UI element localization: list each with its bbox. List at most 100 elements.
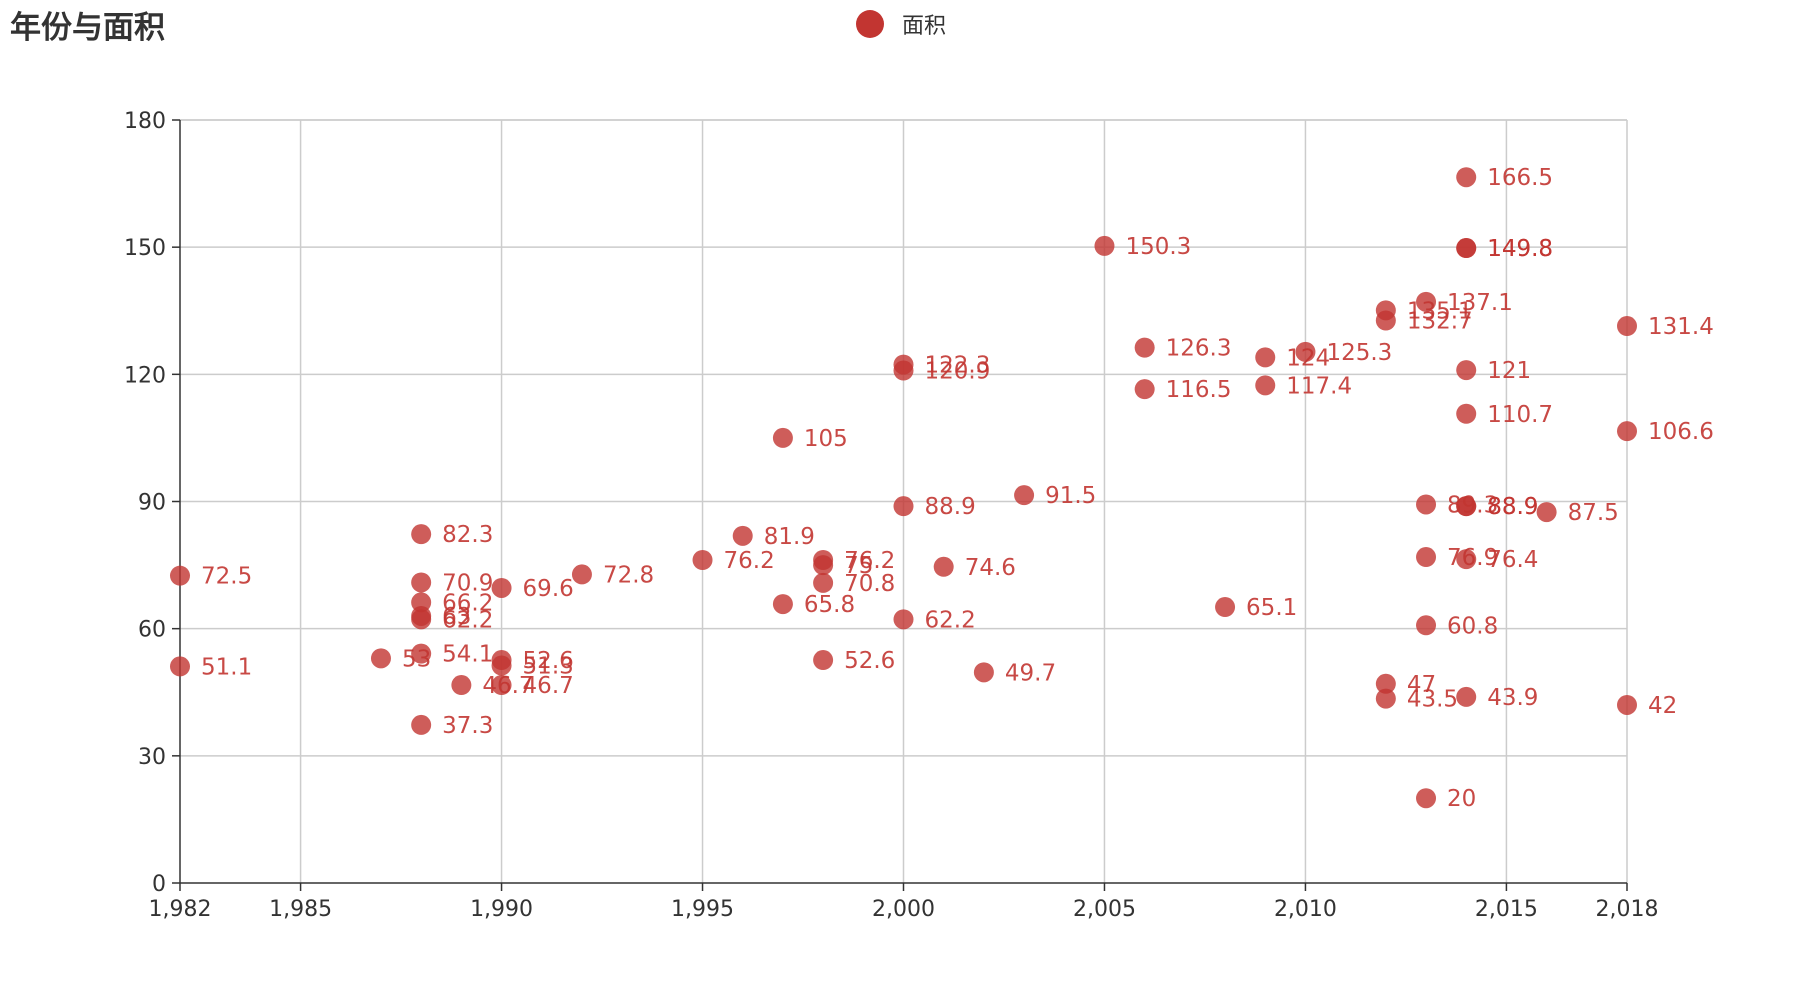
data-point[interactable]	[1134, 379, 1155, 400]
data-point[interactable]	[1416, 615, 1437, 636]
data-label: 47	[1407, 672, 1436, 698]
y-tick-label: 120	[124, 363, 166, 388]
x-tick-label: 2,010	[1274, 897, 1337, 922]
data-point[interactable]	[411, 572, 432, 593]
y-tick-label: 150	[124, 236, 166, 261]
data-point[interactable]	[1456, 549, 1477, 570]
data-point[interactable]	[1456, 238, 1477, 259]
data-point[interactable]	[772, 594, 793, 615]
data-label: 166.5	[1487, 165, 1553, 191]
data-label: 89.3	[1447, 492, 1498, 518]
data-point[interactable]	[411, 643, 432, 664]
data-point[interactable]	[1416, 547, 1437, 568]
data-label: 132.7	[1407, 308, 1473, 334]
data-point[interactable]	[772, 427, 793, 448]
data-point[interactable]	[813, 572, 834, 593]
x-tick-label: 1,995	[671, 897, 734, 922]
y-tick-label: 30	[138, 745, 166, 770]
data-label: 65.8	[804, 592, 855, 618]
data-point[interactable]	[411, 609, 432, 630]
legend-marker-icon	[856, 10, 884, 38]
x-tick-label: 1,982	[149, 897, 212, 922]
data-point[interactable]	[933, 556, 954, 577]
data-label: 51.3	[523, 654, 574, 680]
data-label: 121	[1487, 358, 1531, 384]
data-point[interactable]	[1416, 788, 1437, 809]
data-label: 54.1	[442, 642, 493, 668]
data-point[interactable]	[1456, 496, 1477, 517]
data-label: 150.3	[1125, 234, 1191, 260]
data-point[interactable]	[973, 662, 994, 683]
data-point[interactable]	[1375, 688, 1396, 709]
data-label: 88.9	[925, 494, 976, 520]
data-label: 81.9	[764, 524, 815, 550]
data-point[interactable]	[1456, 167, 1477, 188]
data-point[interactable]	[411, 524, 432, 545]
data-point[interactable]	[1456, 360, 1477, 381]
data-label: 63	[442, 604, 471, 630]
data-point[interactable]	[1215, 597, 1236, 618]
data-point[interactable]	[1375, 310, 1396, 331]
data-point[interactable]	[170, 656, 190, 677]
data-label: 69.6	[523, 576, 574, 602]
data-labels: 72.551.1 5382.370.966.26362.254.137.346.7…	[201, 165, 1714, 812]
data-point[interactable]	[1134, 337, 1155, 358]
data-label: 49.7	[1005, 660, 1056, 686]
data-label: 117.4	[1286, 373, 1352, 399]
data-point[interactable]	[1295, 341, 1316, 362]
data-point[interactable]	[411, 714, 432, 735]
data-point[interactable]	[170, 565, 190, 586]
data-point[interactable]	[893, 609, 914, 630]
data-point[interactable]	[692, 549, 713, 570]
legend[interactable]: 面积	[856, 8, 946, 40]
data-point[interactable]	[1536, 502, 1557, 523]
data-label: 76.2	[724, 548, 775, 574]
data-point[interactable]	[1456, 686, 1477, 707]
data-point[interactable]	[1617, 421, 1637, 442]
data-point[interactable]	[1255, 375, 1276, 396]
data-point[interactable]	[1456, 403, 1477, 424]
data-point[interactable]	[1416, 494, 1437, 515]
data-point[interactable]	[1014, 485, 1035, 506]
data-label: 66.2	[442, 590, 493, 616]
data-point[interactable]	[491, 655, 512, 676]
data-label: 149.8	[1487, 236, 1553, 262]
data-label: 76.4	[1487, 547, 1538, 573]
data-point[interactable]	[571, 564, 592, 585]
data-label: 46.7	[482, 673, 533, 699]
data-point[interactable]	[1375, 673, 1396, 694]
data-point[interactable]	[491, 675, 512, 696]
data-label: 87.5	[1568, 500, 1619, 526]
data-label: 43.9	[1487, 685, 1538, 711]
data-point[interactable]	[491, 577, 512, 598]
data-label: 65.1	[1246, 595, 1297, 621]
data-point[interactable]	[1255, 347, 1276, 368]
data-label: 62.2	[925, 607, 976, 633]
y-tick-label: 60	[138, 618, 166, 643]
data-point[interactable]	[1094, 235, 1115, 256]
data-point[interactable]	[813, 555, 834, 576]
data-point[interactable]	[1617, 316, 1637, 337]
data-label: 76.2	[844, 548, 895, 574]
data-point[interactable]	[451, 675, 472, 696]
data-point[interactable]	[893, 496, 914, 517]
x-tick-label: 2,018	[1596, 897, 1659, 922]
data-label: 82.3	[442, 522, 493, 548]
data-point[interactable]	[370, 648, 391, 669]
data-point[interactable]	[732, 525, 753, 546]
data-point[interactable]	[893, 360, 914, 381]
data-label: 124	[1286, 345, 1330, 371]
x-tick-label: 2,015	[1475, 897, 1538, 922]
data-point[interactable]	[813, 650, 834, 671]
data-point[interactable]	[1416, 291, 1437, 312]
data-label: 88.9	[1487, 494, 1538, 520]
axes: 0 30 60 90 120 150 180 1,982 1,985 1,990 1,995 2,00…	[124, 109, 1658, 922]
y-tick-label: 90	[138, 491, 166, 516]
data-label: 116.5	[1166, 377, 1232, 403]
data-label: 110.7	[1487, 402, 1553, 428]
data-label: 126.3	[1166, 336, 1232, 362]
x-tick-label: 2,005	[1073, 897, 1136, 922]
data-point[interactable]	[1617, 694, 1637, 715]
data-label: 91.5	[1045, 483, 1096, 509]
